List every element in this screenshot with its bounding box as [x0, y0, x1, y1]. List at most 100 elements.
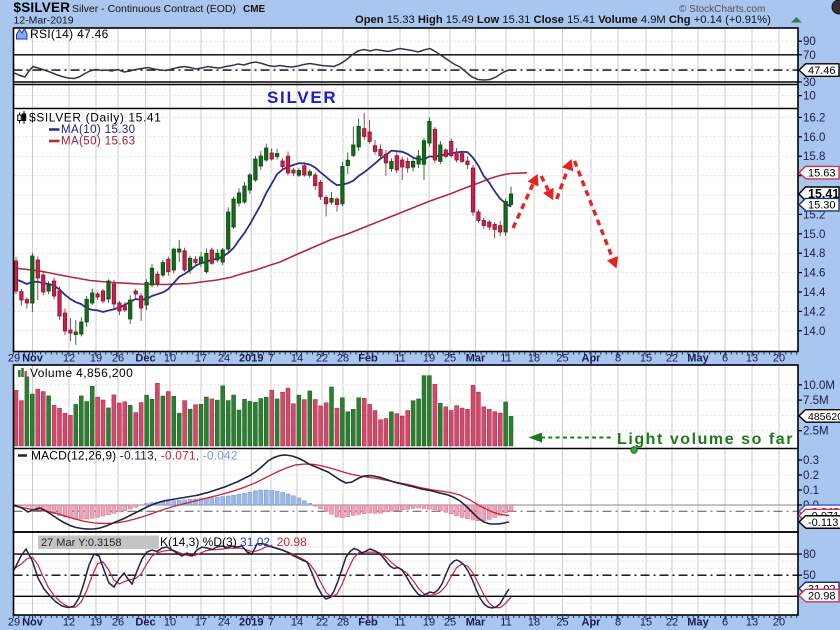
svg-text:11: 11 [500, 617, 511, 629]
svg-text:19: 19 [90, 353, 102, 365]
svg-text:25: 25 [444, 617, 456, 629]
svg-text:Mar: Mar [466, 353, 486, 365]
svg-text:20: 20 [773, 353, 785, 365]
svg-text:K(14,3) %D(3) 31.02, 20.98: K(14,3) %D(3) 31.02, 20.98 [160, 535, 307, 549]
svg-text:18: 18 [528, 353, 540, 365]
svg-text:14.8: 14.8 [803, 248, 825, 260]
svg-text:22: 22 [316, 617, 328, 629]
svg-text:14.2: 14.2 [803, 306, 825, 318]
svg-text:15.63: 15.63 [808, 168, 836, 180]
svg-text:50: 50 [803, 570, 816, 582]
svg-text:$SILVER: $SILVER [14, 0, 71, 15]
svg-text:Light volume so far: Light volume so far [617, 431, 794, 448]
svg-text:11: 11 [394, 617, 405, 629]
svg-text:15: 15 [640, 353, 652, 365]
svg-text:Feb: Feb [358, 617, 378, 629]
svg-text:© StockCharts.com: © StockCharts.com [679, 4, 765, 15]
svg-text:0.1: 0.1 [803, 485, 819, 497]
svg-text:13: 13 [746, 353, 758, 365]
svg-text:25: 25 [556, 617, 568, 629]
svg-text:Feb: Feb [358, 353, 378, 365]
svg-text:27 Mar Y:0.3158: 27 Mar Y:0.3158 [41, 537, 122, 549]
svg-text:-0.113: -0.113 [808, 517, 838, 529]
svg-text:10.0M: 10.0M [803, 380, 835, 392]
svg-text:14: 14 [291, 617, 303, 629]
svg-text:16.2: 16.2 [803, 112, 825, 124]
svg-text:7.5M: 7.5M [803, 395, 829, 407]
svg-text:13: 13 [746, 617, 758, 629]
svg-text:20.98: 20.98 [808, 591, 836, 603]
svg-text:29: 29 [8, 353, 20, 365]
svg-text:25: 25 [556, 353, 568, 365]
svg-text:15.8: 15.8 [803, 151, 825, 163]
svg-text:19: 19 [423, 353, 435, 365]
svg-text:10: 10 [164, 617, 176, 629]
svg-text:6: 6 [722, 353, 728, 365]
svg-text:RSI(14) 47.46: RSI(14) 47.46 [30, 27, 109, 41]
svg-text:14.0: 14.0 [803, 326, 825, 338]
svg-text:11: 11 [500, 353, 511, 365]
svg-text:4856200: 4856200 [808, 411, 840, 423]
svg-text:10: 10 [803, 91, 816, 103]
svg-text:8: 8 [615, 617, 621, 629]
svg-text:14: 14 [291, 353, 303, 365]
svg-text:Dec: Dec [135, 353, 155, 365]
svg-text:90: 90 [803, 36, 816, 48]
svg-text:70: 70 [803, 50, 816, 62]
svg-text:18: 18 [528, 617, 540, 629]
svg-text:19: 19 [423, 617, 435, 629]
svg-text:SILVER: SILVER [267, 88, 337, 107]
svg-text:0.2: 0.2 [803, 470, 819, 482]
svg-text:Mar: Mar [466, 617, 486, 629]
svg-text:24: 24 [218, 353, 230, 365]
svg-text:17: 17 [195, 353, 207, 365]
svg-text:Apr: Apr [582, 617, 602, 629]
svg-text:Open 15.33 High 15.49 Low 15.3: Open 15.33 High 15.49 Low 15.31 Close 15… [355, 14, 771, 26]
svg-text:Apr: Apr [582, 353, 602, 365]
svg-text:12: 12 [63, 617, 75, 629]
svg-text:2019: 2019 [239, 353, 263, 365]
svg-text:14.6: 14.6 [803, 268, 825, 280]
svg-text:47.46: 47.46 [808, 65, 836, 77]
svg-text:25: 25 [444, 353, 456, 365]
svg-text:80: 80 [803, 549, 816, 561]
svg-text:10: 10 [164, 353, 176, 365]
svg-text:30: 30 [803, 77, 816, 89]
svg-text:22: 22 [666, 353, 678, 365]
svg-text:20: 20 [773, 617, 785, 629]
svg-text:28: 28 [337, 617, 349, 629]
svg-text:CME: CME [243, 4, 266, 15]
svg-text:2019: 2019 [239, 617, 263, 629]
svg-text:Nov: Nov [22, 353, 44, 365]
svg-text:Nov: Nov [22, 617, 44, 629]
svg-text:Volume 4,856,200: Volume 4,856,200 [30, 366, 133, 380]
svg-text:MA(10) 15.30: MA(10) 15.30 [61, 124, 135, 136]
svg-text:15.2: 15.2 [803, 209, 825, 221]
svg-text:12-Mar-2019: 12-Mar-2019 [14, 15, 74, 27]
svg-text:6: 6 [722, 617, 728, 629]
svg-text:7: 7 [268, 617, 274, 629]
svg-text:24: 24 [218, 617, 230, 629]
svg-text:26: 26 [112, 617, 124, 629]
svg-text:Silver - Continuous Contract (: Silver - Continuous Contract (EOD) [72, 3, 236, 15]
svg-text:17: 17 [195, 617, 207, 629]
svg-text:$SILVER (Daily) 15.41: $SILVER (Daily) 15.41 [29, 111, 161, 125]
svg-text:22: 22 [666, 617, 678, 629]
svg-text:14.4: 14.4 [803, 287, 826, 299]
svg-text:19: 19 [90, 617, 102, 629]
svg-text:May: May [687, 617, 709, 629]
svg-text:15.30: 15.30 [808, 200, 836, 212]
svg-text:26: 26 [112, 353, 124, 365]
svg-text:28: 28 [337, 353, 349, 365]
svg-text:15: 15 [640, 617, 652, 629]
svg-text:7: 7 [268, 353, 274, 365]
svg-text:15.0: 15.0 [803, 229, 825, 241]
svg-text:MACD(12,26,9) -0.113, -0.071,: MACD(12,26,9) -0.113, -0.071, -0.042 [31, 449, 238, 463]
svg-text:May: May [687, 353, 709, 365]
svg-text:11: 11 [394, 353, 405, 365]
svg-text:12: 12 [63, 353, 75, 365]
svg-text:MA(50) 15.63: MA(50) 15.63 [61, 136, 135, 148]
svg-text:0.3: 0.3 [803, 455, 819, 467]
svg-text:Dec: Dec [135, 617, 155, 629]
svg-text:8: 8 [615, 353, 621, 365]
